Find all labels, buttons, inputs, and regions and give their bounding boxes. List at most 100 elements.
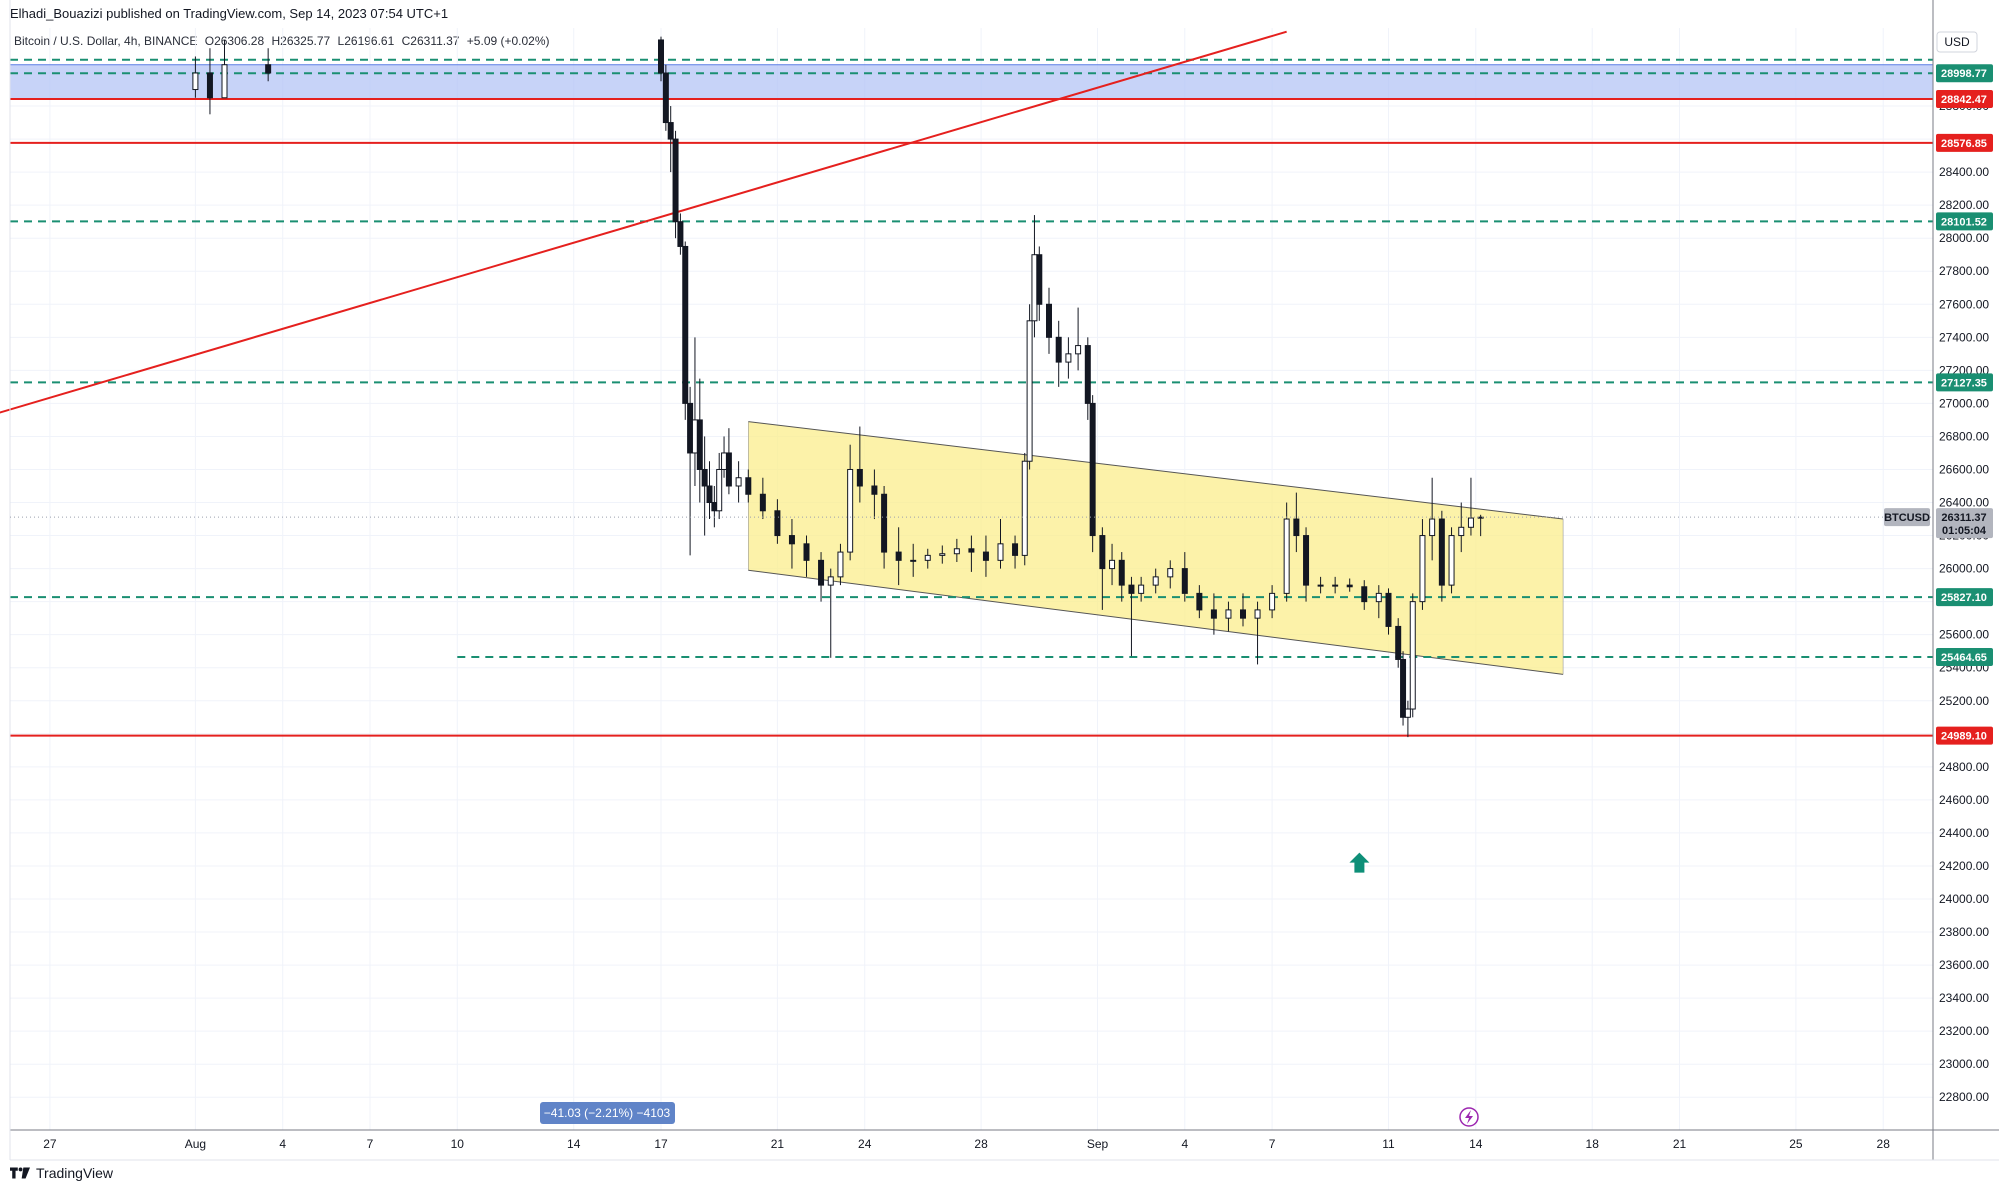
last-price-tag [1936,508,1993,539]
price-tags: 28998.77 28842.47 28576.85 28101.52 27127.35… [10,64,1993,745]
candle-body [706,485,713,504]
price-tick-label: 26000.00 [1939,562,1989,576]
candle-body [1181,568,1188,594]
candle [759,477,766,520]
price-tick-label: 26600.00 [1939,462,1989,476]
time-tick-label: 28 [1877,1137,1891,1151]
candle [658,36,664,82]
tradingview-branding[interactable]: TradingView [10,1165,113,1181]
time-tick-label: 4 [279,1137,286,1151]
candle-body [687,402,694,454]
tradingview-logo-icon [10,1167,30,1179]
channel-fill[interactable] [748,421,1564,675]
overlay-labels[interactable]: −41.03 (−2.21%) −4103 [540,1102,1479,1127]
currency-box [1936,31,1978,53]
resistance-zone-rect [9,64,1934,100]
candle [706,461,713,520]
branding-text: TradingView [36,1165,114,1181]
candle [939,545,946,564]
candle-body [682,245,689,404]
channel-upper-line[interactable] [748,421,1564,520]
candle [1385,588,1392,635]
candle-body [803,543,810,561]
change-value: +5.09 (+0.02%) [466,34,550,48]
candle [1458,502,1465,553]
candle-body [1419,535,1426,603]
candle-body [895,551,902,561]
candle-body [953,548,960,555]
candle [997,519,1004,569]
candle-body [745,477,752,495]
candle-body [1240,609,1246,619]
candle [711,486,718,528]
price-tick-label: 23600.00 [1939,958,1989,972]
red-trendline[interactable] [0,30,1287,415]
candle-body [1055,336,1062,363]
candle-body [691,419,698,454]
up-arrow[interactable] [1349,852,1370,873]
currency-selector[interactable]: USD [1936,31,1978,53]
price-tick-label: 27000.00 [1939,396,1989,410]
price-tick-label: 28000.00 [1939,231,1989,245]
candle-body [1395,625,1402,660]
low-value: L26196.61 [337,34,395,48]
candle-body [847,468,854,553]
candle [662,64,669,131]
price-tick-label: 27800.00 [1939,264,1989,278]
price-tick-label: 24000.00 [1939,892,1989,906]
time-tick-label: 14 [1469,1137,1483,1151]
candle-body [1225,609,1232,619]
candle-body [1293,518,1300,537]
level-price-tag [1936,373,1993,392]
candle [924,548,931,569]
candle-body [658,39,664,74]
symbol-name[interactable]: Bitcoin / U.S. Dollar, 4h, BINANCE [14,34,198,48]
candle [982,535,989,577]
candle-body [1021,460,1028,556]
time-tick-label: Aug [185,1137,206,1151]
candle-body [667,122,674,140]
candle-body [1031,254,1038,322]
price-tick-label: 27600.00 [1939,297,1989,311]
time-tick-label: 10 [451,1137,465,1151]
time-tick-label: 11 [1382,1137,1395,1151]
candle-body [1254,609,1261,619]
time-tick-label: 21 [771,1137,785,1151]
candle [953,538,960,562]
candle [1225,601,1232,632]
candle-body [1012,543,1019,556]
candle [1128,576,1135,657]
candle-body [735,477,742,487]
symbol-tag-label: BTCUSD [1884,512,1930,524]
candle [910,543,917,577]
horizontal-levels[interactable] [10,58,1933,737]
lightning-icon[interactable] [1459,1107,1479,1127]
candle [1438,510,1445,602]
price-tick-label: 25200.00 [1939,694,1989,708]
level-price-label: 28998.77 [1941,68,1987,80]
grid [10,28,1933,1130]
candle [1167,560,1174,589]
candle [968,535,975,572]
time-tick-label: 14 [567,1137,581,1151]
candle-body [696,419,703,470]
candle-body [968,548,975,553]
candle [1448,527,1455,594]
time-tick-label: 18 [1586,1137,1600,1151]
candle-body [1448,535,1455,586]
candle-body [1065,353,1072,363]
level-price-label: 28101.52 [1941,216,1987,228]
candle [1346,578,1353,592]
candle [871,469,878,520]
candle [1031,215,1038,338]
candle [1099,527,1106,610]
up-arrow-icon[interactable] [1349,852,1370,873]
candle [774,499,781,544]
candle [1196,585,1203,619]
measure-tag[interactable] [540,1102,675,1124]
lightning-bolt [1465,1110,1473,1124]
time-tick-label: 7 [1269,1137,1276,1151]
trendline[interactable] [0,30,1287,415]
price-tick-label: 22800.00 [1939,1090,1989,1104]
